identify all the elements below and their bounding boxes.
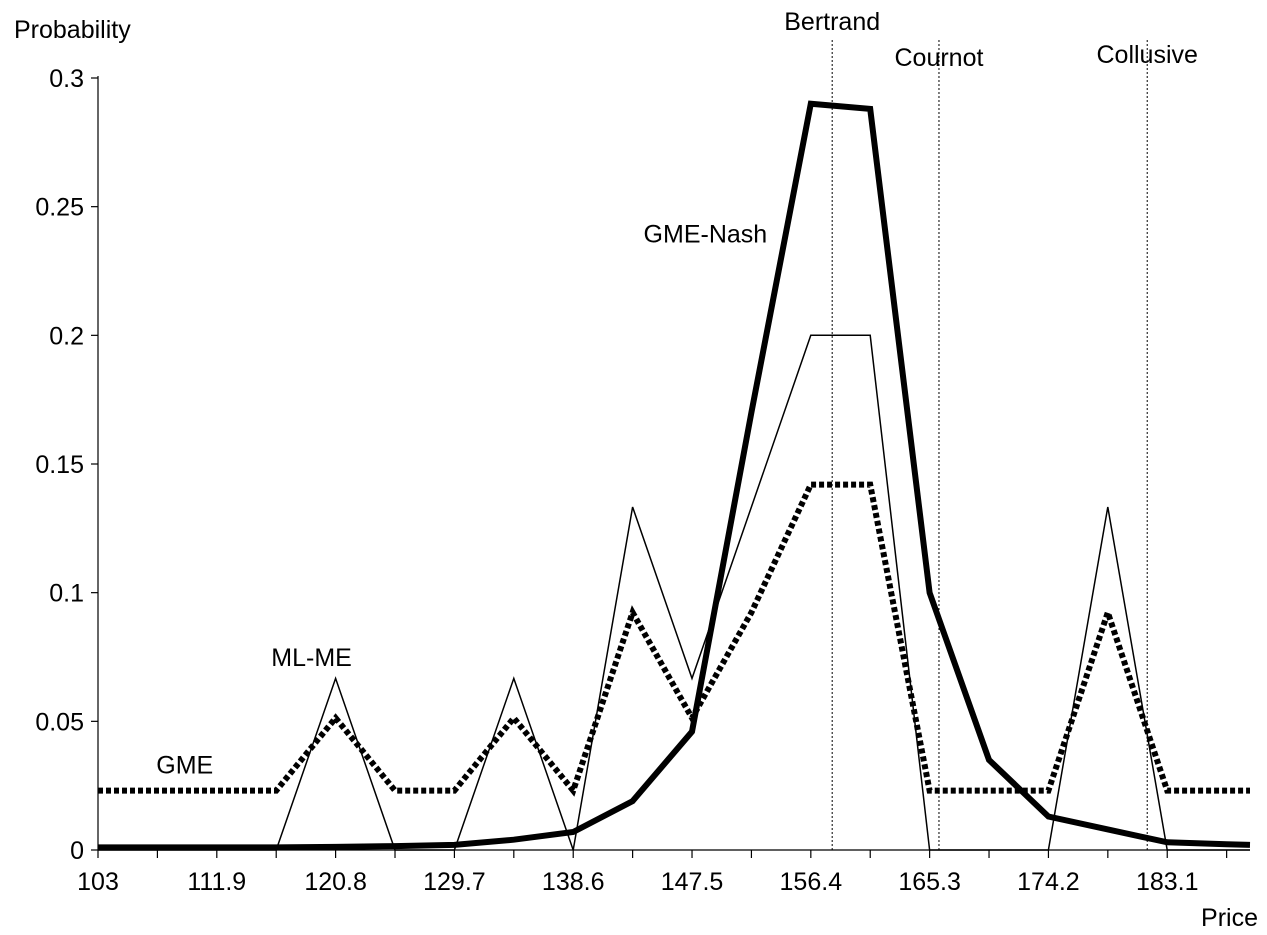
y-tick-label: 0.15 [35,451,84,479]
annotation-gme-nash: GME-Nash [644,221,768,249]
annotations: GME-Nash ML-ME GME [156,221,767,780]
x-tick-label: 183.1 [1136,868,1199,896]
x-tick-label: 120.8 [304,868,367,896]
x-tick-label: 147.5 [661,868,724,896]
annotation-gme: GME [156,751,213,779]
reference-label-bertrand: Bertrand [784,8,880,36]
reference-lines: Bertrand Cournot Collusive [784,8,1198,850]
x-axis-title: Price [1201,904,1258,932]
y-axis-title: Probability [14,16,131,44]
series [98,100,1251,851]
axes [97,76,1250,851]
annotation-ml-me: ML-ME [271,644,352,672]
x-tick-label: 138.6 [542,868,605,896]
reference-label-collusive: Collusive [1096,41,1197,69]
reference-label-cournot: Cournot [894,44,983,72]
y-tick-label: 0.3 [49,65,84,93]
x-tick-label: 165.3 [898,868,961,896]
x-tick-label: 111.9 [187,868,246,896]
y-tick-label: 0.25 [35,194,84,222]
y-ticks: 0 0.05 0.1 0.15 0.2 0.25 0.3 [35,65,98,865]
series-line-gme [98,481,1250,797]
x-tick-label: 156.4 [780,868,843,896]
series-line-gme-nash [98,100,1251,851]
x-tick-label: 174.2 [1017,868,1080,896]
x-ticks: 103 111.9 120.8 129.7 138.6 147.5 156.4 165.3 17… [77,850,1228,896]
y-tick-label: 0 [70,837,84,865]
y-tick-label: 0.1 [49,580,84,608]
y-tick-label: 0.05 [35,708,84,736]
y-tick-label: 0.2 [49,322,84,350]
series-line-ml-me [98,334,1250,851]
x-tick-label: 103 [77,868,119,896]
x-tick-label: 129.7 [423,868,486,896]
